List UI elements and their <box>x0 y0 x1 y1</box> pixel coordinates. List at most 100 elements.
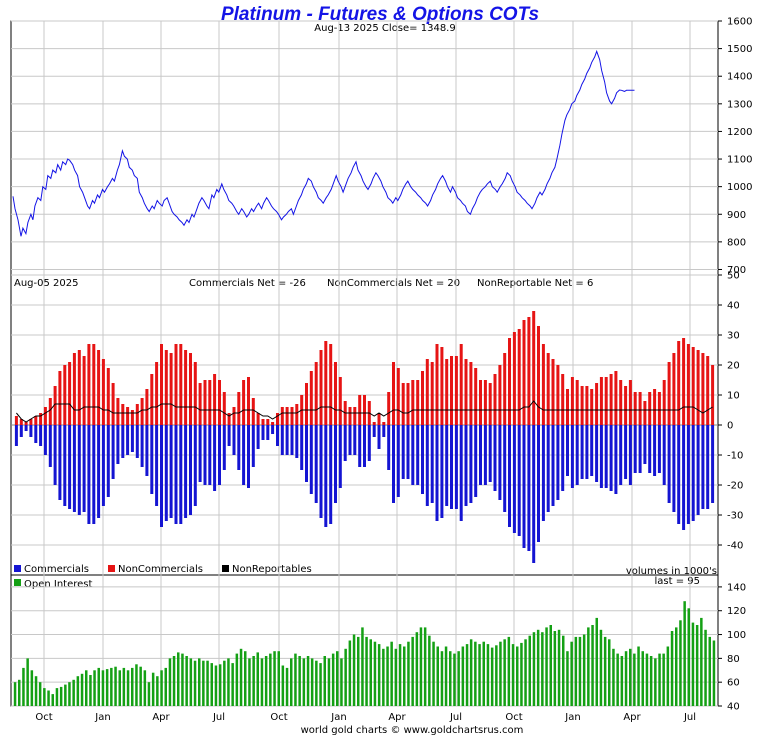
commercials-bar <box>479 425 482 485</box>
commercials-bar <box>203 425 207 485</box>
xtick-label: Jan <box>94 712 110 723</box>
noncommercials-bar <box>609 374 613 425</box>
open-interest-bar <box>649 656 653 706</box>
open-interest-bar <box>700 617 703 706</box>
noncommercials-bar <box>503 353 507 425</box>
noncommercials-bar <box>580 386 584 425</box>
noncommercials-bar <box>657 392 661 425</box>
open-interest-bar <box>478 644 481 706</box>
commercials-bar <box>227 425 231 446</box>
commercials-bar <box>498 425 502 500</box>
noncommercials-bar <box>126 407 130 425</box>
commercials-bar <box>682 425 686 530</box>
commercials-bar <box>309 425 313 494</box>
commercials-bar <box>34 425 38 443</box>
noncommercials-bar <box>686 344 690 425</box>
commercials-bar <box>290 425 294 455</box>
noncommercials-net: NonCommercials Net = 20 <box>327 278 460 289</box>
open-interest-bar <box>55 688 59 706</box>
open-interest-bar <box>486 644 490 706</box>
open-interest-bar <box>348 640 352 706</box>
noncommercials-bar <box>305 383 308 425</box>
commercials-bar <box>532 425 536 563</box>
open-interest-bar <box>252 656 255 706</box>
noncommercials-bar <box>435 344 439 425</box>
open-interest-bar <box>423 627 427 706</box>
noncommercials-bar <box>488 383 492 425</box>
open-interest-bar <box>679 620 682 706</box>
noncommercials-bar <box>599 377 603 425</box>
commercials-bar <box>222 425 226 470</box>
open-interest-bar <box>89 675 92 706</box>
oi-ytick: 40 <box>727 702 740 713</box>
open-interest-bar <box>474 641 477 706</box>
open-interest-bar <box>616 653 619 706</box>
commercials-bar <box>706 425 710 509</box>
noncommercials-bar <box>237 392 241 425</box>
open-interest-bar <box>177 652 180 706</box>
noncommercials-bar <box>508 338 511 425</box>
noncommercials-bar <box>440 347 444 425</box>
open-interest-bar <box>206 660 209 706</box>
commercials-bar <box>338 425 342 488</box>
open-interest-bar <box>415 632 419 706</box>
commercials-bar <box>701 425 705 509</box>
commercials-bar <box>392 425 395 503</box>
commercials-bar <box>691 425 695 521</box>
noncommercials-bar <box>280 407 284 425</box>
open-interest-bar <box>139 666 142 706</box>
noncommercials-bar <box>164 350 168 425</box>
open-interest-bar <box>336 651 339 706</box>
commercials-bar <box>575 425 579 485</box>
noncommercials-bar <box>261 419 265 425</box>
legend-swatch-noncommercials <box>108 565 115 572</box>
open-interest-bar <box>327 658 331 706</box>
commercials-bar <box>662 425 666 485</box>
commercials-bar <box>169 425 173 518</box>
commercials-bar <box>266 425 270 440</box>
open-interest-bar <box>516 646 519 706</box>
open-interest-bar <box>608 639 611 706</box>
open-interest-bar <box>683 601 686 706</box>
commercials-bar <box>628 425 632 485</box>
commercials-bar <box>116 425 120 464</box>
noncommercials-bar <box>517 329 521 425</box>
commercials-bar <box>14 425 18 446</box>
commercials-bar <box>29 425 33 437</box>
open-interest-bar <box>553 631 557 706</box>
commercials-bar <box>541 425 545 521</box>
noncommercials-bar <box>653 389 657 425</box>
commercials-bar <box>445 425 449 506</box>
open-interest-bar <box>662 653 665 706</box>
open-interest-bar <box>306 656 310 706</box>
noncommercials-bar <box>377 413 381 425</box>
price-line <box>12 49 635 237</box>
open-interest-bar <box>528 635 531 706</box>
commercials-bar <box>87 425 91 524</box>
noncommercials-bar <box>396 368 400 425</box>
xtick-label: Jul <box>449 712 462 723</box>
price-ytick: 1100 <box>727 155 752 166</box>
commercials-bar <box>280 425 284 455</box>
cot-date: Aug-05 2025 <box>14 278 79 289</box>
commercials-bar <box>406 425 410 479</box>
open-interest-bar <box>47 690 50 706</box>
open-interest-bar <box>633 653 636 706</box>
legend-nonreportables: NonReportables <box>232 564 312 575</box>
open-interest-bar <box>603 636 607 706</box>
open-interest-bar <box>712 640 716 706</box>
open-interest-bar <box>223 660 226 706</box>
open-interest-bar <box>629 648 632 706</box>
noncommercials-bar <box>140 398 144 425</box>
open-interest-bar <box>22 667 25 706</box>
commercials-bar <box>459 425 463 521</box>
commercials-bar <box>648 425 652 473</box>
open-interest-bar <box>708 636 711 706</box>
open-interest-bar <box>457 651 460 706</box>
noncommercials-bar <box>169 353 173 425</box>
commercials-bar <box>247 425 250 488</box>
commercials-bar <box>358 425 362 467</box>
open-interest-bar <box>624 651 628 706</box>
open-interest-bar <box>620 656 624 706</box>
open-interest-bar <box>143 670 147 706</box>
